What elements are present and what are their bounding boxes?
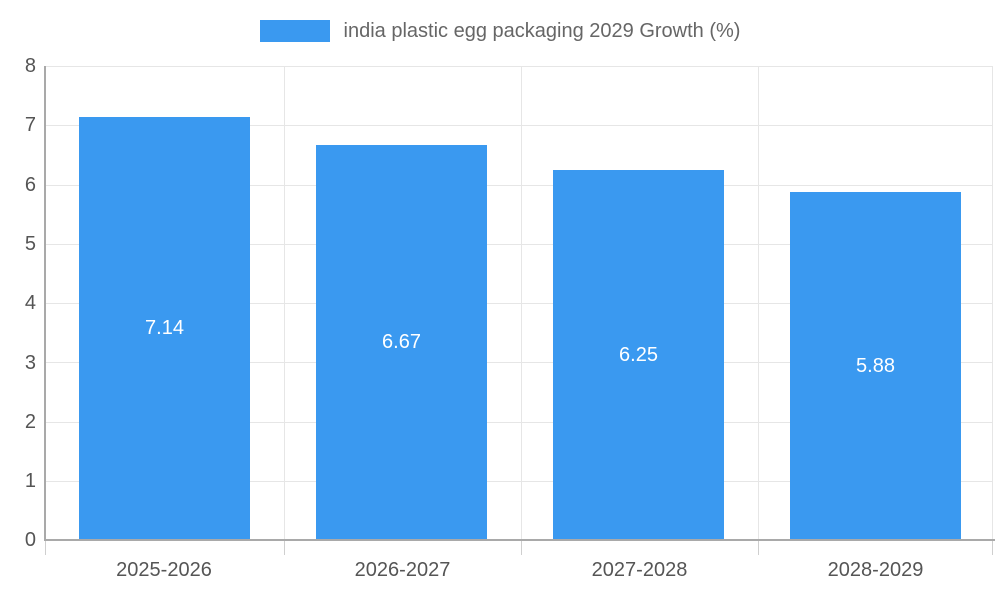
gridline-x-2 [521,66,522,540]
bar-value-label-2025-2026: 7.14 [145,317,184,339]
legend-label-series-1: india plastic egg packaging 2029 Growth … [343,20,741,42]
gridline-y-3 [44,362,993,363]
gridline-y-1 [44,481,993,482]
y-tick-label-6: 6 [24,174,36,196]
x-tick-mark-0 [45,541,46,555]
x-tick-label-2025-2026: 2025-2026 [116,559,212,581]
gridline-x-4 [992,66,993,540]
y-axis-line [44,66,46,540]
x-tick-mark-3 [758,541,759,555]
bar-value-label-2028-2029: 5.88 [856,355,895,377]
y-tick-label-0: 0 [24,529,36,551]
y-axis-tick-labels: 8 7 6 5 4 3 2 1 0 [0,0,36,600]
gridline-y-2 [44,422,993,423]
x-tick-mark-4 [992,541,993,555]
bar-2027-2028[interactable]: 6.25 [553,170,724,540]
y-tick-label-5: 5 [24,233,36,255]
x-tick-label-2028-2029: 2028-2029 [827,559,924,581]
x-tick-label-2026-2027: 2026-2027 [354,559,451,581]
gridline-x-1 [284,66,285,540]
gridline-y-4 [44,303,993,304]
y-tick-label-8: 8 [24,55,36,77]
y-tick-label-3: 3 [24,352,36,374]
x-tick-mark-2 [521,541,522,555]
bar-value-label-2027-2028: 6.25 [619,344,658,366]
gridline-y-7 [44,125,993,126]
y-tick-label-7: 7 [24,114,36,136]
gridline-x-3 [758,66,759,540]
gridline-y-5 [44,244,993,245]
gridline-y-6 [44,185,993,186]
chart-legend: india plastic egg packaging 2029 Growth … [0,0,1000,62]
bar-2028-2029[interactable]: 5.88 [790,192,961,540]
y-tick-label-2: 2 [24,411,36,433]
gridline-y-8 [44,66,993,67]
bar-2026-2027[interactable]: 6.67 [316,145,487,540]
legend-item-series-1[interactable]: india plastic egg packaging 2029 Growth … [259,20,741,42]
bar-value-label-2026-2027: 6.67 [382,331,421,353]
y-tick-label-4: 4 [24,292,36,314]
plot-area: 7.14 6.67 6.25 5.88 [44,66,993,540]
legend-color-swatch [259,20,330,42]
x-axis-line [44,539,995,541]
x-tick-mark-1 [284,541,285,555]
x-tick-label-2027-2028: 2027-2028 [591,559,688,581]
bar-2025-2026[interactable]: 7.14 [79,117,250,540]
y-tick-label-1: 1 [24,470,36,492]
